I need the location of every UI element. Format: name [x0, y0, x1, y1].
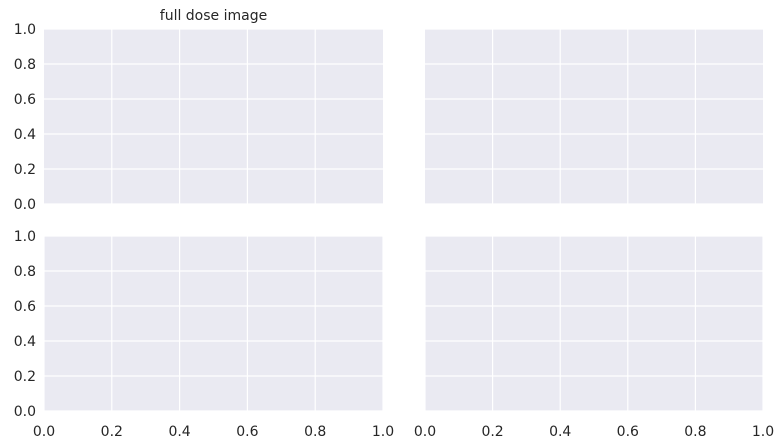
- y-tick-label: 0.6: [14, 299, 36, 315]
- y-tick-label: 0.4: [14, 127, 36, 143]
- x-tick-label: 0.2: [101, 424, 123, 440]
- axes-top-right: [425, 28, 763, 205]
- y-tick-label: 0.8: [14, 57, 36, 73]
- y-tick-label: 1.0: [14, 22, 36, 38]
- axes-bottom-right: 0.0 0.2 0.4 0.6 0.8 1.0: [414, 235, 774, 440]
- x-tick-label: 1.0: [752, 424, 774, 440]
- x-tick-label: 0.6: [236, 424, 258, 440]
- y-tick-label: 1.0: [14, 229, 36, 245]
- plot-area: [425, 29, 763, 204]
- x-tick-label: 0.2: [481, 424, 503, 440]
- y-tick-label: 0.6: [14, 92, 36, 108]
- x-tick-label: 0.8: [684, 424, 706, 440]
- y-tick-label: 0.2: [14, 162, 36, 178]
- x-tick-label: 1.0: [372, 424, 394, 440]
- y-tick-label: 0.0: [14, 404, 36, 420]
- x-tick-label: 0.6: [617, 424, 639, 440]
- x-tick-label: 0.0: [414, 424, 436, 440]
- y-tick-label: 0.0: [14, 197, 36, 213]
- plot-area: [425, 236, 763, 411]
- x-tick-label: 0.0: [33, 424, 55, 440]
- plot-area: [44, 236, 383, 411]
- axes-top-left: 0.0 0.2 0.4 0.6 0.8 1.0 full dose image: [14, 8, 383, 213]
- y-tick-label: 0.8: [14, 264, 36, 280]
- x-tick-label: 0.4: [549, 424, 571, 440]
- axes-bottom-left: 0.0 0.2 0.4 0.6 0.8 1.0 0.0 0.2 0.4 0.6 0.8 1.0: [14, 229, 394, 440]
- y-tick-label: 0.4: [14, 334, 36, 350]
- x-tick-label: 0.4: [168, 424, 190, 440]
- y-tick-label: 0.2: [14, 369, 36, 385]
- plot-area: [44, 29, 383, 204]
- axes-title: full dose image: [160, 8, 267, 24]
- x-tick-label: 0.8: [304, 424, 326, 440]
